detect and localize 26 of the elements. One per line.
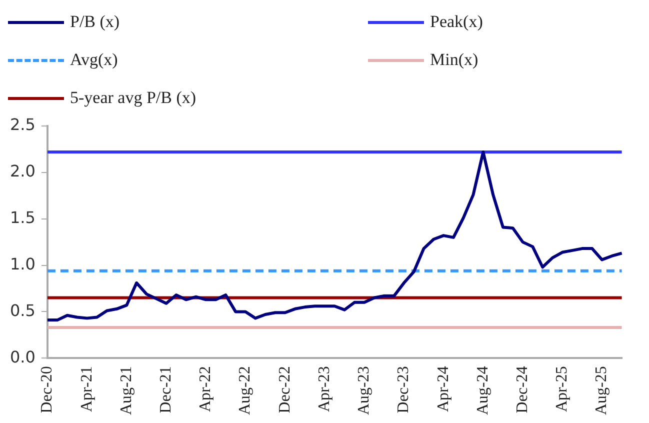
x-tick-label: Apr-25 [554, 366, 571, 412]
x-tick-label: Aug-25 [593, 366, 610, 416]
legend-label: Min(x) [430, 50, 478, 70]
y-tick-label: 0.0 [10, 347, 36, 366]
y-tick-label: 1.0 [10, 254, 36, 274]
y-tick-label: 1.5 [10, 208, 36, 228]
x-tick-label: Aug-21 [118, 366, 135, 416]
x-tick-label: Dec-21 [157, 366, 174, 414]
y-tick-label: 0.5 [10, 300, 36, 320]
x-tick-label: Apr-23 [316, 366, 333, 412]
x-tick-label: Aug-22 [236, 366, 254, 416]
x-tick-label: Dec-23 [395, 366, 412, 414]
legend-label: Avg(x) [70, 50, 118, 70]
legend-label: P/B (x) [70, 12, 120, 32]
x-tick-label: Apr-21 [78, 366, 96, 412]
x-tick-label: Aug-23 [356, 366, 373, 416]
x-tick-label: Dec-20 [38, 366, 56, 414]
x-tick-label: Dec-24 [514, 366, 531, 414]
x-tick-label: Dec-22 [276, 366, 294, 414]
x-tick-label: Aug-24 [474, 366, 492, 416]
x-tick-label: Apr-24 [434, 366, 452, 412]
x-tick-label: Apr-22 [197, 366, 214, 412]
legend-label: Peak(x) [430, 12, 483, 32]
y-tick-label: 2.0 [10, 162, 36, 181]
y-tick-label: 2.5 [10, 115, 36, 134]
legend-label: 5-year avg P/B (x) [70, 88, 196, 108]
